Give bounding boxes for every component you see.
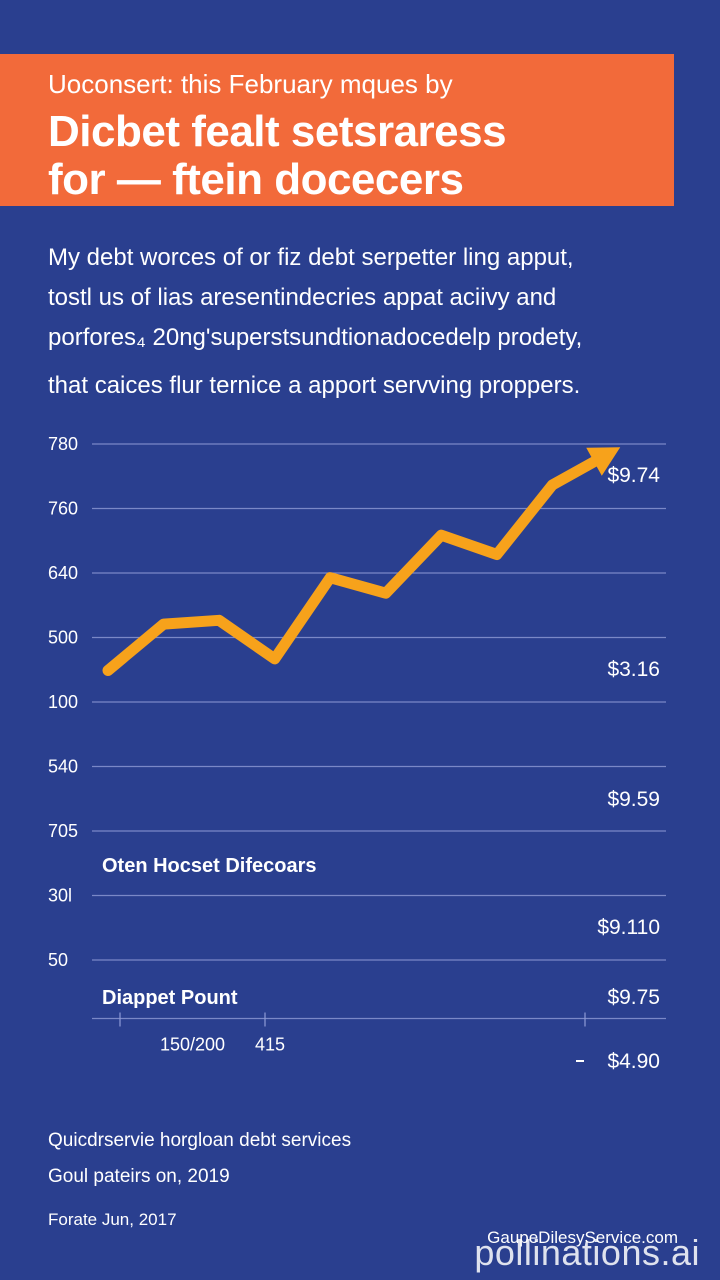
series-line	[102, 448, 614, 676]
chart-annotation: Diappet Pount	[102, 987, 238, 1009]
y-tick-label: 640	[48, 563, 78, 583]
y-tick-label: 705	[48, 821, 78, 841]
value-label: $4.90	[607, 1050, 660, 1073]
footer-line-3: Forate Jun, 2017	[48, 1210, 177, 1229]
intro-line-1: My debt worces of or fiz debt serpetter …	[48, 244, 574, 271]
y-tick-label: 500	[48, 628, 78, 648]
series-arrowhead	[586, 447, 621, 476]
banner-kicker: Uoconsert: this February mques by	[48, 69, 453, 99]
intro-line-4: that caices flur ternice a apport servvi…	[48, 372, 581, 399]
y-tick-label: 780	[48, 434, 78, 454]
y-tick-label: 100	[48, 692, 78, 712]
x-tick-label: 415	[255, 1035, 285, 1055]
value-label: $3.16	[607, 658, 660, 681]
banner-headline: Dicbet fealt setsraress for — ftein doce…	[48, 108, 674, 204]
x-tick-label: 150/200	[160, 1035, 225, 1055]
chart-annotation: Oten Hocset Difecoars	[102, 855, 317, 877]
footer-line-1: Quicdrservie horgloan debt services	[48, 1130, 352, 1151]
watermark-logo: pollinations.ai	[474, 1232, 700, 1273]
intro-line-2: tostl us of lias aresentindecries appat …	[48, 284, 557, 311]
footer-line-2: Goul pateirs on, 2019	[48, 1166, 230, 1187]
credit-text: GaupeDilesyService.com	[487, 1228, 678, 1247]
value-label: $9.59	[607, 788, 660, 811]
headline-line-1: Dicbet fealt setsraress	[48, 107, 507, 156]
y-tick-label: 540	[48, 757, 78, 777]
y-tick-label: 30l	[48, 886, 72, 906]
headline-line-2: for — ftein docecers	[48, 155, 464, 204]
title-banner: Uoconsert: this February mques by Dicbet…	[0, 54, 674, 206]
value-label: $9.110	[597, 916, 660, 939]
value-label: $9.74	[607, 464, 660, 487]
line-chart: 780 760 640 500 100 540 705 30l 50 150/200 415 $9.7…	[48, 434, 666, 1073]
value-label: $9.75	[607, 986, 660, 1009]
y-tick-label: 760	[48, 499, 78, 519]
intro-line-3: porfores₄ 20ng'superstsundtionadocedelp …	[48, 324, 583, 351]
y-tick-label: 50	[48, 950, 68, 970]
intro-paragraph: My debt worces of or fiz debt serpetter …	[48, 238, 688, 406]
